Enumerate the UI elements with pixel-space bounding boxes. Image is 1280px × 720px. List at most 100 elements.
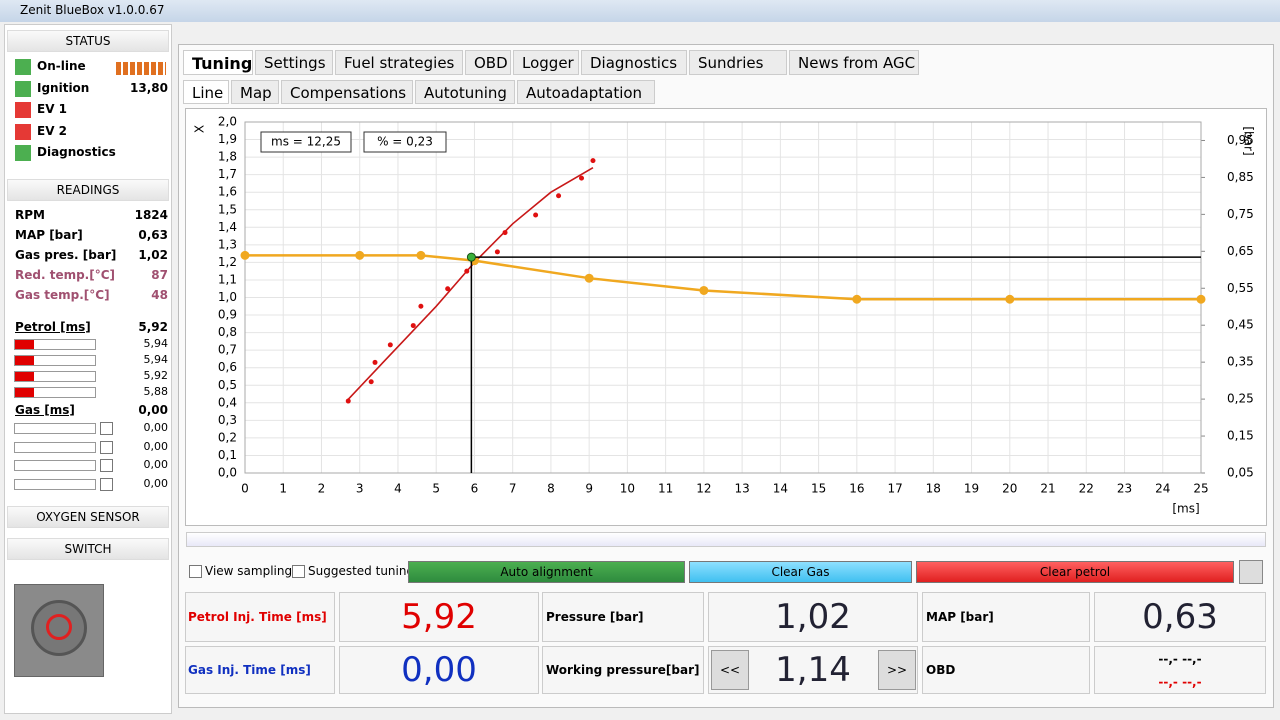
sample-point [502, 230, 508, 236]
reading-label: Red. temp.[°C] [15, 268, 116, 282]
x-tick-label: 12 [696, 482, 711, 496]
x-tick-label: 4 [394, 482, 402, 496]
x-tick-label: 22 [1079, 482, 1094, 496]
x-tick-label: 8 [547, 482, 555, 496]
window-title: Zenit BlueBox v1.0.0.67 [20, 3, 165, 17]
injector-value: 0,00 [143, 439, 169, 453]
tab[interactable]: Logger [513, 50, 579, 75]
subtab[interactable]: Autoadaptation [517, 80, 655, 104]
injector-bar [14, 355, 96, 366]
subtab[interactable]: Autotuning [415, 80, 515, 104]
button[interactable]: Clear Gas [689, 561, 912, 583]
injector-bar [14, 387, 96, 398]
y-tick-label: 0,0 [218, 466, 237, 480]
status-led [15, 123, 31, 140]
curve-point [584, 273, 594, 283]
sample-point [579, 175, 585, 181]
subtab[interactable]: Compensations [281, 80, 413, 104]
fit-line [347, 166, 594, 400]
x-axis-label: [ms] [1172, 502, 1199, 516]
title-bar [0, 0, 1280, 22]
injector-check [100, 422, 113, 435]
section-header[interactable]: OXYGEN SENSOR [7, 506, 169, 528]
x-tick-label: 7 [509, 482, 517, 496]
y2-tick-label: 0,05 [1227, 466, 1254, 480]
status-label: EV 1 [37, 102, 68, 116]
curve-point [355, 250, 365, 260]
reading-label: RPM [15, 208, 45, 222]
status-label: Ignition [37, 80, 90, 95]
subtab[interactable]: Line [183, 80, 229, 104]
gas-label: Gas [ms] [15, 403, 75, 417]
sample-point [533, 212, 539, 218]
x-tick-label: 23 [1117, 482, 1132, 496]
panel-label: Petrol Inj. Time [ms] [185, 592, 335, 642]
checkbox[interactable] [189, 565, 202, 578]
panel-value: 0,00 [339, 646, 539, 694]
panel-label: OBD [922, 646, 1090, 694]
section-header[interactable]: STATUS [7, 30, 169, 52]
y-tick-label: 2,0 [218, 115, 237, 129]
tab[interactable]: News from AGC [789, 50, 919, 75]
section-header[interactable]: READINGS [7, 179, 169, 201]
y-tick-label: 0,3 [218, 413, 237, 427]
injector-bar [14, 478, 96, 490]
y-tick-label: 1,7 [218, 167, 237, 181]
y2-tick-label: 0,35 [1227, 355, 1254, 369]
obd-value: --,- --,- [1158, 675, 1202, 689]
injector-value: 0,00 [143, 458, 169, 471]
reading-value: 1,02 [138, 248, 168, 262]
y-tick-label: 1,9 [218, 132, 237, 146]
y2-tick-label: 0,65 [1227, 244, 1254, 258]
sample-point [410, 323, 416, 329]
injector-bar [14, 371, 96, 382]
step-button[interactable]: >> [878, 650, 916, 690]
y-tick-label: 0,8 [218, 325, 237, 339]
tab[interactable]: Diagnostics [581, 50, 687, 75]
value-box [260, 131, 352, 153]
section-header[interactable]: SWITCH [7, 538, 169, 560]
reading-label: Gas temp.[°C] [15, 288, 110, 302]
x-tick-label: 13 [734, 482, 749, 496]
panel-box [1094, 646, 1266, 694]
curve-point [1005, 294, 1015, 304]
x-tick-label: 3 [356, 482, 364, 496]
sample-point [494, 249, 500, 255]
petrol-label: Petrol [ms] [15, 320, 91, 334]
y2-tick-label: 0,45 [1227, 318, 1254, 332]
step-button[interactable]: << [711, 650, 749, 690]
status-label: Diagnostics [37, 145, 116, 159]
x-tick-label: 0 [241, 482, 249, 496]
y2-tick-label: 0,15 [1227, 429, 1254, 443]
injector-value: 5,92 [143, 369, 169, 382]
power-button[interactable] [31, 600, 87, 656]
obd-value: --,- --,- [1158, 652, 1202, 666]
tab[interactable]: Fuel strategies [335, 50, 463, 75]
tab[interactable]: Settings [255, 50, 333, 75]
tab[interactable]: Sundries [689, 50, 787, 75]
x-tick-label: 9 [585, 482, 593, 496]
injector-bar [14, 339, 96, 350]
checkbox[interactable] [292, 565, 305, 578]
panel-value: 5,92 [339, 592, 539, 642]
y-tick-label: 1,2 [218, 255, 237, 269]
slider[interactable] [186, 532, 1266, 547]
curve-point [1196, 294, 1206, 304]
y2-tick-label: 0,55 [1227, 281, 1254, 295]
petrol-value: 5,92 [138, 320, 168, 334]
y2-tick-label: 0,75 [1227, 207, 1254, 221]
status-label: EV 2 [37, 123, 68, 138]
signal-bar [116, 62, 166, 75]
injector-value: 0,00 [143, 421, 169, 434]
settings-button[interactable] [1239, 560, 1263, 584]
curve-point [240, 250, 250, 260]
tab[interactable]: OBD [465, 50, 511, 75]
tab[interactable]: Tuning [183, 50, 253, 75]
x-tick-label: 6 [471, 482, 479, 496]
button[interactable]: Clear petrol [916, 561, 1234, 583]
button[interactable]: Auto alignment [408, 561, 685, 583]
status-led [15, 80, 31, 97]
subtab[interactable]: Map [231, 80, 279, 104]
y-tick-label: 0,4 [218, 395, 237, 409]
